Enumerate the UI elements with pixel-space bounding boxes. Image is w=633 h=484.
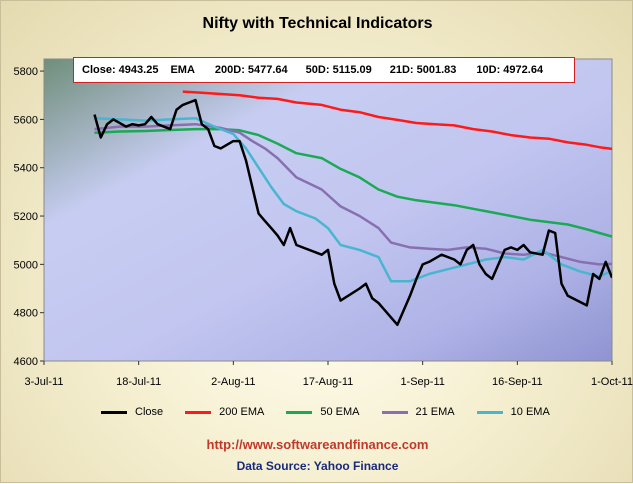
legend-swatch-10ema (476, 410, 503, 414)
legend: Close 200 EMA 50 EMA 21 EMA 10 EMA (101, 406, 572, 418)
summary-ema-label: EMA (170, 64, 195, 76)
legend-item-200ema: 200 EMA (185, 406, 264, 418)
source-url-link[interactable]: http://www.softwareandfinance.com (206, 437, 429, 452)
legend-item-50ema: 50 EMA (286, 406, 360, 418)
y-tick-label: 5600 (14, 114, 38, 126)
x-tick-label: 3-Jul-11 (25, 376, 64, 388)
summary-close: Close: 4943.25 (82, 64, 159, 76)
series-layer (93, 90, 612, 327)
legend-label-200ema: 200 EMA (219, 406, 265, 418)
plot-background (43, 58, 613, 362)
legend-swatch-200ema (185, 410, 212, 414)
summary-ema10: 10D: 4972.64 (476, 64, 544, 76)
axes: 4600 4800 5000 5200 5400 5600 5800 3-Jul-11 18-J… (14, 66, 633, 388)
legend-label-10ema: 10 EMA (510, 406, 550, 418)
series-line-10-ema (94, 116, 612, 283)
summary-ema200: 200D: 5477.64 (214, 64, 288, 76)
legend-item-10ema: 10 EMA (476, 406, 550, 418)
y-tick-label: 5400 (14, 163, 38, 175)
series-line-close (93, 98, 612, 327)
legend-item-21ema: 21 EMA (381, 406, 455, 418)
legend-label-close: Close (135, 406, 164, 418)
series-line-50-ema (94, 127, 612, 238)
summary-ema50: 50D: 5115.09 (305, 64, 372, 76)
legend-label-50ema: 50 EMA (320, 406, 360, 418)
legend-swatch-close (101, 410, 127, 414)
y-tick-label: 5200 (14, 211, 38, 223)
data-source-note: Data Source: Yahoo Finance (236, 459, 399, 473)
legend-swatch-50ema (286, 410, 313, 414)
legend-label-21ema: 21 EMA (415, 406, 455, 418)
x-tick-label: 1-Oct-11 (591, 376, 633, 388)
x-tick-label: 1-Sep-11 (400, 376, 444, 388)
summary-ema21: 21D: 5001.83 (389, 64, 457, 76)
series-line-200-ema (182, 90, 612, 151)
legend-swatch-21ema (381, 410, 408, 414)
x-tick-label: 17-Aug-11 (303, 376, 354, 388)
indicator-summary-box: Close: 4943.25 EMA 200D: 5477.64 50D: 51… (73, 57, 575, 83)
x-tick-label: 16-Sep-11 (492, 376, 543, 388)
y-tick-label: 4600 (14, 356, 38, 368)
y-tick-label: 5000 (14, 259, 38, 271)
chart-title: Nifty with Technical Indicators (202, 15, 433, 32)
y-tick-label: 4800 (14, 308, 38, 320)
x-tick-label: 2-Aug-11 (211, 376, 255, 388)
y-tick-label: 5800 (14, 66, 38, 78)
x-tick-label: 18-Jul-11 (116, 376, 161, 388)
legend-item-close: Close (101, 406, 163, 418)
